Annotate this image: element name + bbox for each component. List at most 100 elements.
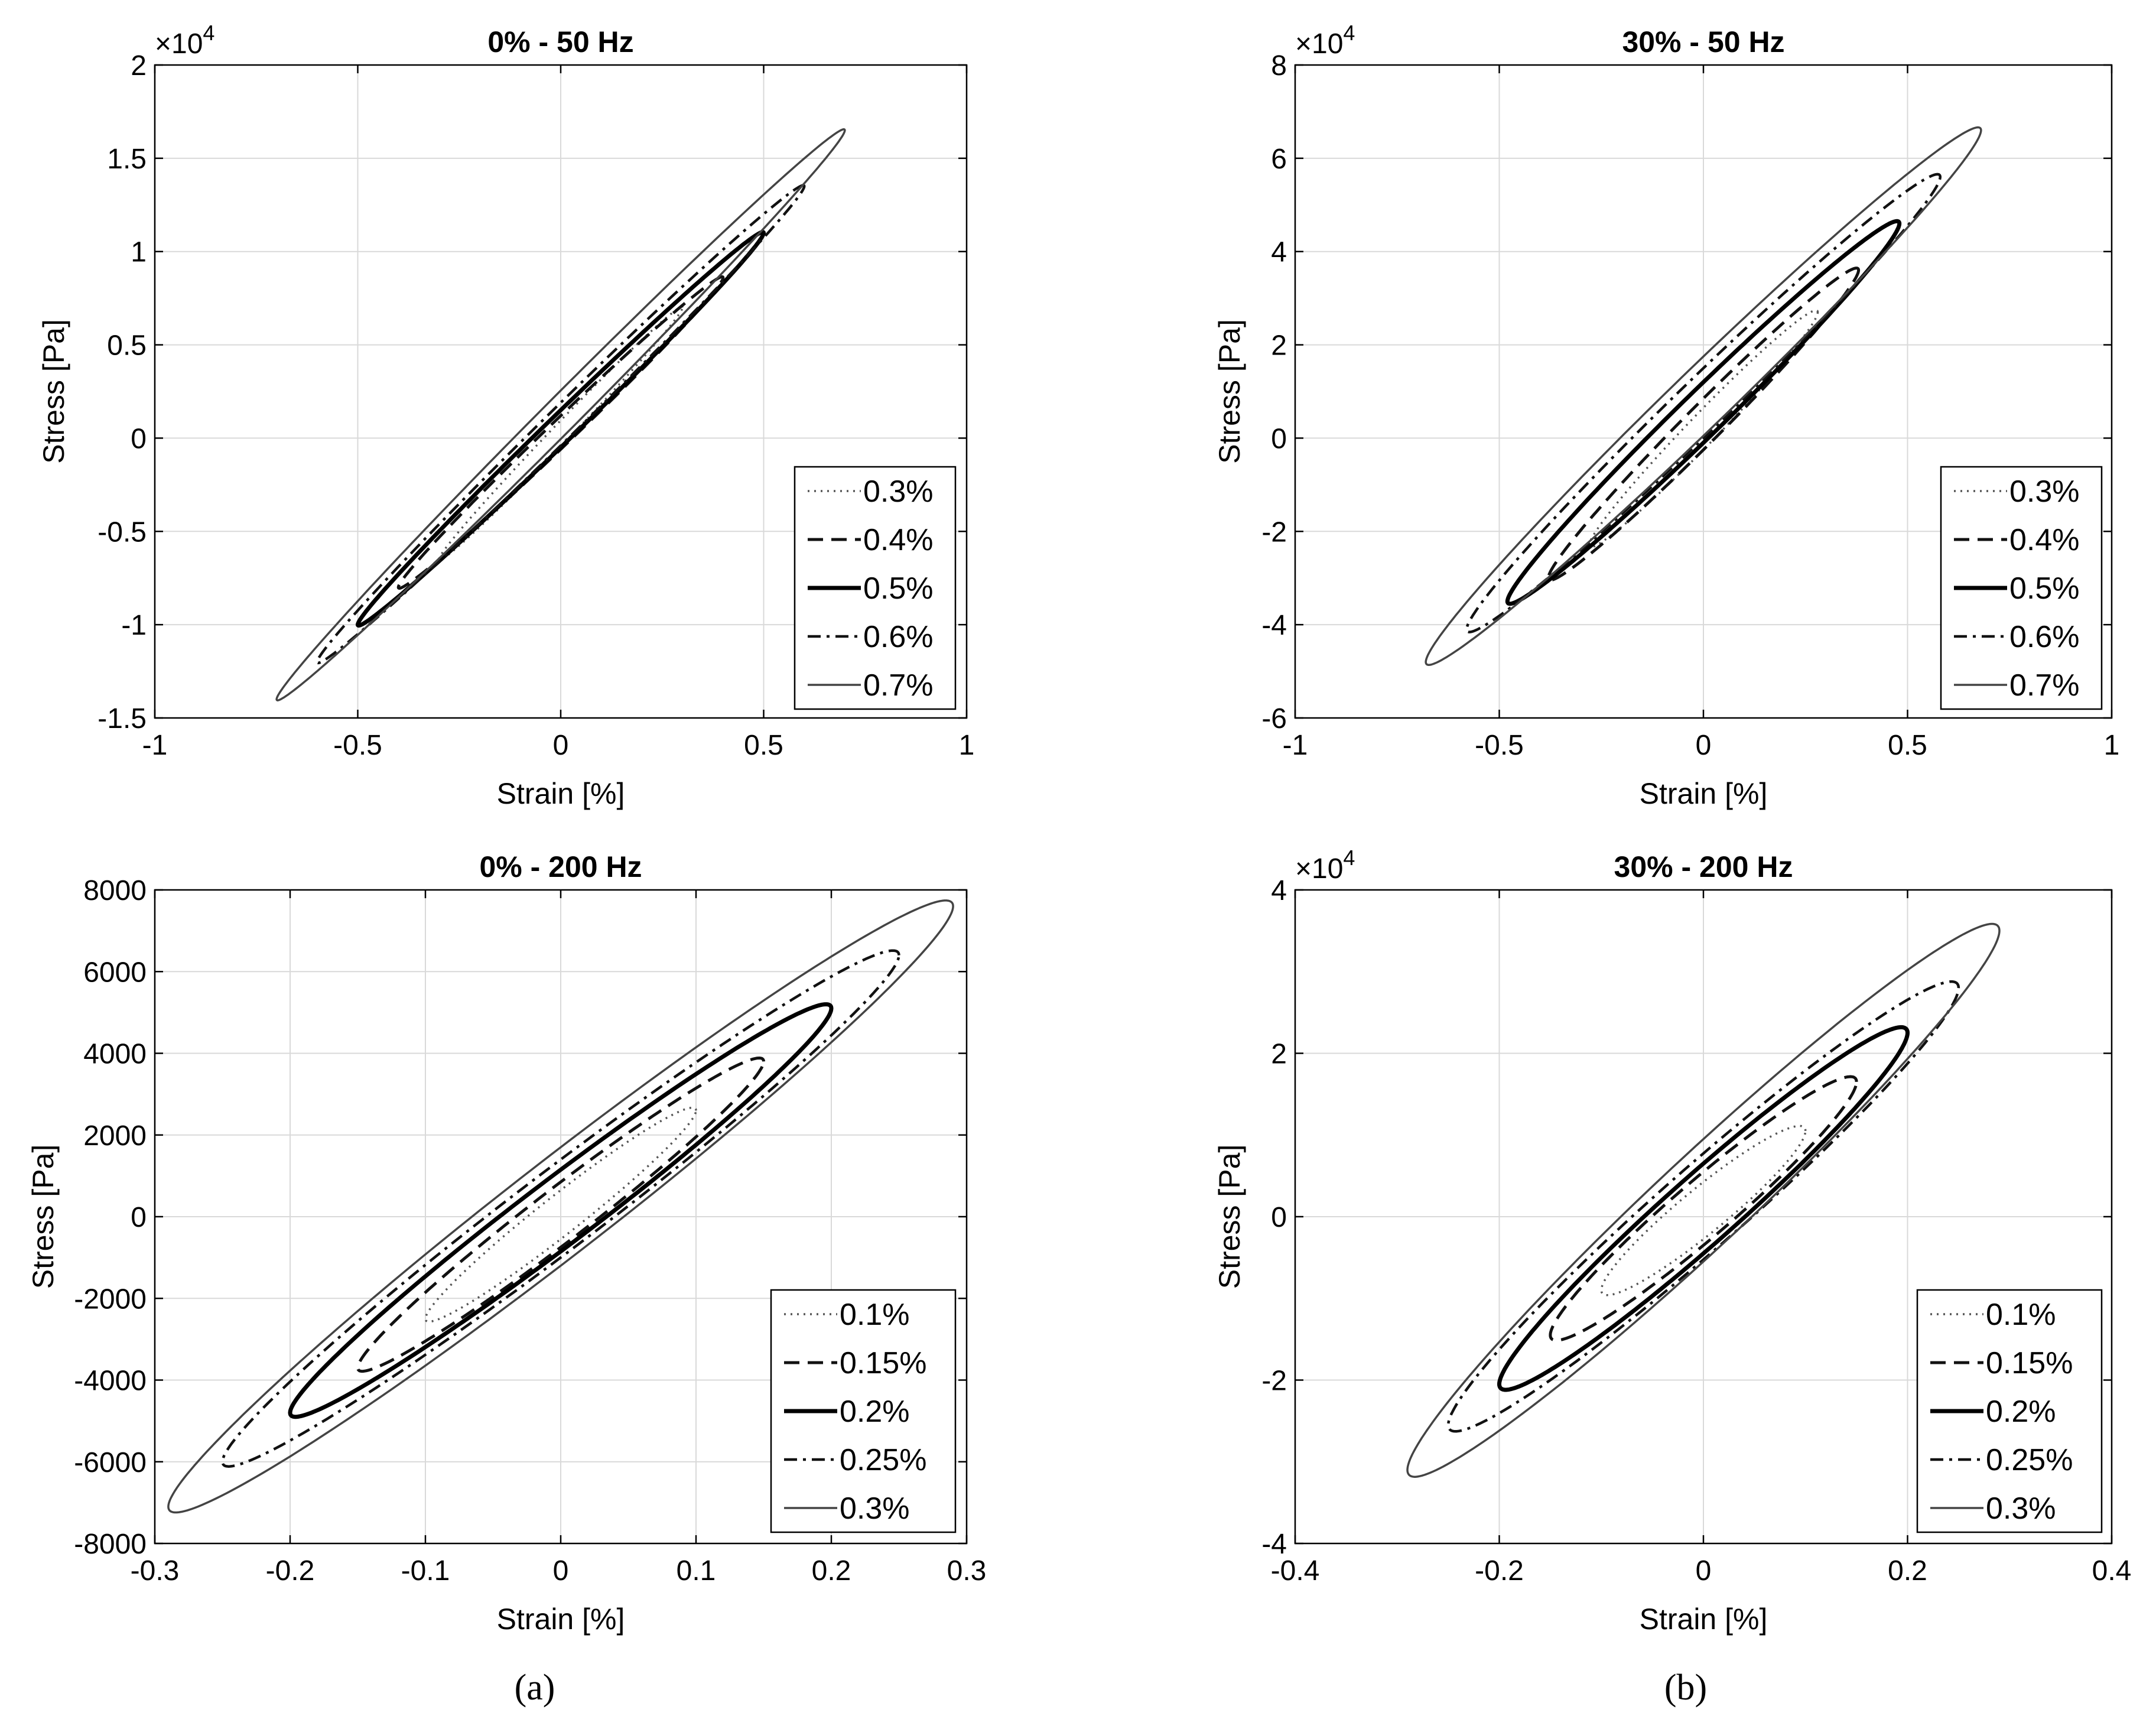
legend-entry-label: 0.3% [863, 474, 934, 509]
loop-series-0.1% [424, 1106, 697, 1323]
y-tick-label: -2 [1261, 516, 1287, 548]
legend-entry-label: 0.25% [1986, 1443, 2073, 1477]
loop-series-0.1% [1600, 1124, 1807, 1296]
y-axis-label: Stress [Pa] [1213, 1145, 1246, 1289]
y-tick-label: -0.5 [97, 516, 147, 548]
x-tick-label: -0.5 [1475, 730, 1524, 761]
legend-entry-label: 0.6% [863, 620, 934, 654]
x-tick-label: 0 [1696, 1555, 1712, 1587]
legend-entry-label: 0.15% [1986, 1346, 2073, 1380]
x-tick-label: 0.5 [744, 730, 783, 761]
legend-entry-label: 0.3% [1986, 1491, 2056, 1526]
x-tick-label: 0.4 [2092, 1555, 2132, 1587]
legend-entry-label: 0.7% [2009, 668, 2080, 703]
legend-entry-label: 0.3% [2009, 474, 2080, 509]
x-tick-label: -1 [142, 730, 168, 761]
x-tick-label: 0 [553, 1555, 569, 1587]
x-tick-label: 1 [959, 730, 975, 761]
loop-series-0.3% [1406, 922, 2001, 1478]
y-tick-label: -6000 [74, 1447, 147, 1478]
y-tick-label: -4 [1261, 610, 1287, 641]
legend-entry-label: 0.2% [1986, 1395, 2056, 1429]
y-tick-label: -8000 [74, 1529, 147, 1560]
y-tick-label: 0.5 [107, 330, 147, 362]
y-tick-label: 1.5 [107, 144, 147, 175]
legend-entry-label: 0.1% [1986, 1298, 2056, 1332]
x-axis-label: Strain [%] [1640, 777, 1768, 810]
chart-panel-2: -1 -0.5 0 0.5 1 -6 -4 -2 0 2 4 6 8×104 30% - 50 Hz Str… [1213, 21, 2119, 810]
caption-a: (a) [515, 1668, 555, 1708]
chart-title: 30% - 200 Hz [1614, 850, 1793, 883]
y-exponent-label: ×104 [155, 21, 214, 60]
y-axis-label: Stress [Pa] [37, 319, 70, 464]
x-tick-label: 0 [1696, 730, 1712, 761]
y-tick-label: 2 [131, 50, 147, 82]
x-tick-label: 0.3 [947, 1555, 987, 1587]
y-axis-label: Stress [Pa] [27, 1145, 60, 1289]
y-tick-label: 0 [131, 1202, 147, 1233]
x-tick-label: -0.3 [131, 1555, 180, 1587]
y-tick-label: 0 [1271, 423, 1287, 454]
x-tick-label: 0.2 [1888, 1555, 1927, 1587]
x-tick-label: -0.2 [266, 1555, 315, 1587]
x-tick-label: 0.2 [812, 1555, 851, 1587]
y-tick-label: 0 [131, 423, 147, 454]
chart-panel-3: -0.3 -0.2 -0.1 0 0.1 0.2 0.3 -8000 -6000 -4000 -20… [27, 850, 986, 1636]
loop-series-0.6% [1465, 173, 1942, 633]
loop-series-0.7% [275, 128, 846, 701]
x-axis-label: Strain [%] [497, 1603, 625, 1636]
loop-series-0.6% [316, 184, 806, 665]
loop-series-0.5% [356, 230, 766, 628]
loop-series-0.25% [1446, 980, 1960, 1433]
chart-title: 0% - 50 Hz [487, 25, 633, 58]
y-tick-label: 8000 [83, 875, 147, 906]
legend-entry-label: 0.25% [840, 1443, 926, 1477]
y-tick-label: 6000 [83, 957, 147, 988]
x-tick-label: 0.5 [1888, 730, 1927, 761]
x-tick-label: 0.1 [677, 1555, 716, 1587]
legend: 0.3% 0.4% 0.5% 0.6% 0.7% [794, 466, 957, 710]
y-exponent-label: ×104 [1295, 21, 1355, 60]
y-exponent-label: ×104 [1295, 846, 1355, 885]
legend-entry-label: 0.4% [863, 523, 934, 557]
x-tick-label: 0 [553, 730, 569, 761]
caption-b: (b) [1664, 1668, 1707, 1708]
y-tick-label: 8 [1271, 50, 1287, 82]
legend-entry-label: 0.3% [840, 1491, 910, 1526]
loop-series-0.2% [1497, 1025, 1910, 1392]
loop-series-0.3% [167, 899, 954, 1514]
x-tick-label: 1 [2104, 730, 2120, 761]
y-tick-label: 4000 [83, 1039, 147, 1070]
legend-entry-label: 0.2% [840, 1395, 910, 1429]
legend-entry-label: 0.4% [2009, 523, 2080, 557]
y-tick-label: -1.5 [97, 703, 147, 734]
legend-entry-label: 0.6% [2009, 620, 2080, 654]
y-tick-label: 1 [131, 237, 147, 268]
loop-series-0.15% [1549, 1075, 1858, 1342]
y-tick-label: -2000 [74, 1283, 147, 1315]
legend-entry-label: 0.7% [863, 668, 934, 703]
y-tick-label: -6 [1261, 703, 1287, 734]
loop-series-0.2% [288, 1002, 834, 1419]
x-tick-label: -1 [1283, 730, 1308, 761]
legend-entry-label: 0.15% [840, 1346, 926, 1380]
y-tick-label: 2 [1271, 1039, 1287, 1070]
x-axis-label: Strain [%] [497, 777, 625, 810]
legend: 0.1% 0.15% 0.2% 0.25% 0.3% [1916, 1289, 2103, 1533]
y-tick-label: 0 [1271, 1202, 1287, 1233]
loop-series-0.7% [1425, 126, 1982, 666]
y-tick-label: -1 [121, 610, 147, 641]
loop-series-0.5% [1505, 219, 1902, 606]
legend-entry-label: 0.5% [863, 571, 934, 606]
legend: 0.1% 0.15% 0.2% 0.25% 0.3% [770, 1289, 957, 1533]
legend-entry-label: 0.1% [840, 1298, 910, 1332]
chart-title: 30% - 50 Hz [1622, 25, 1784, 58]
legend: 0.3% 0.4% 0.5% 0.6% 0.7% [1940, 466, 2103, 710]
y-tick-label: 4 [1271, 875, 1287, 906]
x-tick-label: -0.1 [401, 1555, 450, 1587]
chart-panel-4: -0.4 -0.2 0 0.2 0.4 -4 -2 0 2 4 ×104 30% - 200 Hz St… [1213, 846, 2131, 1636]
loop-series-0.4% [1546, 266, 1861, 582]
x-axis-label: Strain [%] [1640, 1603, 1768, 1636]
y-tick-label: 2 [1271, 330, 1287, 362]
